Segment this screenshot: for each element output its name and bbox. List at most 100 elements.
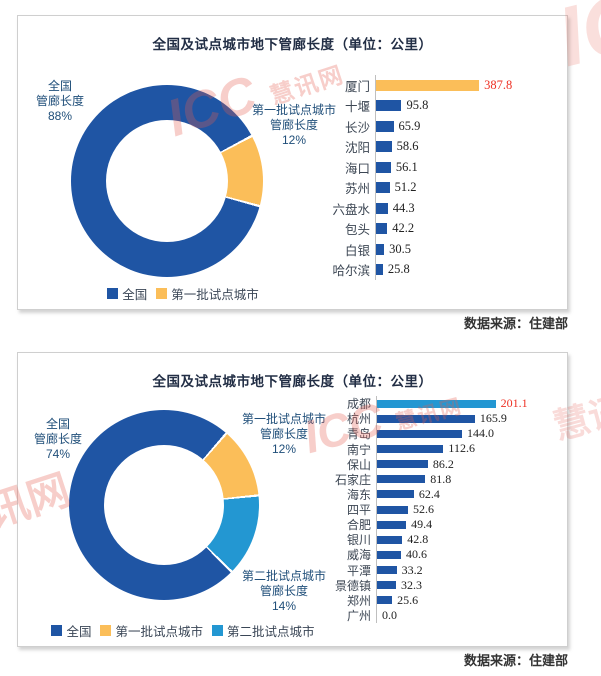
bar-row: 郑州 25.6 [326,592,568,608]
bar-value-label: 387.8 [484,77,513,92]
bar-track: 33.2 [376,562,568,578]
bar-track: 112.6 [376,441,568,457]
bar-row: 银川 42.8 [326,532,568,548]
bar-track: 144.0 [376,426,568,442]
bar-value-label: 33.2 [401,562,423,577]
bar-fill [377,581,397,590]
bar-fill [377,414,475,423]
bar-row: 海东 62.4 [326,486,568,502]
bar-value-label: 81.8 [430,471,452,486]
bar-track: 49.4 [376,517,568,533]
legend-swatch [51,625,63,636]
bar-value-label: 42.2 [392,221,415,236]
bar-value-label: 0.0 [382,608,397,623]
bar-category-label: 沈阳 [344,141,370,156]
legend-swatch [107,288,119,299]
bar-row: 成都 201.1 [326,396,568,412]
bar-row: 杭州 165.9 [326,411,568,427]
donut-ring [69,410,259,600]
bar-value-label: 32.3 [401,577,423,592]
legend-swatch [212,625,223,636]
legend-item: 第一批试点城市 [156,284,259,303]
chart-panel-national-batch1: 全国及试点城市地下管廊长度（单位：公里） 全国 管廊长度 88% 第一批试点城市… [17,15,568,310]
bar-track: 32.3 [376,577,568,593]
bar-category-label: 合肥 [346,518,371,533]
legend-label: 全国 [66,625,92,639]
bar-row: 南宁 112.6 [326,441,568,457]
bar-value-label: 65.9 [398,118,421,133]
donut-callout-batch2: 第二批试点城市 管廊长度 14% [241,569,326,613]
bar-fill [377,429,462,438]
bar-category-label: 四平 [346,503,371,518]
bar-value-label: 30.5 [389,241,411,256]
bar-track: 44.3 [375,198,568,219]
bar-category-label: 青岛 [346,427,371,442]
bar-row: 景德镇 32.3 [326,577,568,593]
bar-value-label: 58.6 [396,139,419,154]
bar-value-label: 56.1 [395,159,418,174]
bar-row: 长沙 65.9 [318,116,568,137]
bar-category-label: 郑州 [346,593,371,608]
bar-category-label: 石家庄 [334,472,371,487]
bar-track: 25.8 [375,259,568,280]
donut-ring [71,85,263,277]
bar-fill [376,243,385,255]
bar-fill [376,100,402,112]
bar-category-label: 苏州 [344,182,370,197]
legend-swatch [100,625,112,636]
bar-value-label: 52.6 [413,502,435,517]
bar-category-label: 广州 [346,609,371,624]
bar-value-label: 44.3 [392,200,415,215]
bar-category-label: 南宁 [346,442,371,457]
bar-value-label: 25.6 [397,592,419,607]
bar-track: 95.8 [375,95,568,116]
bar-category-label: 十堰 [344,100,370,115]
bar-track: 165.9 [376,411,568,427]
donut-chart: 全国 管廊长度 74% 第一批试点城市 管廊长度 12% 第二批试点城市 管廊长… [18,353,348,648]
bar-fill [376,202,388,214]
bar-category-label: 哈尔滨 [332,264,370,279]
bar-track: 201.1 [376,396,568,412]
bar-fill [377,596,393,605]
bar-fill [377,535,403,544]
bar-track: 65.9 [375,116,568,137]
bar-fill [377,490,414,499]
bar-value-label: 40.6 [405,547,427,562]
bar-value-label: 51.2 [394,180,417,195]
chart-panel-national-batch1-batch2: 全国及试点城市地下管廊长度（单位：公里） 全国 管廊长度 74% 第一批试点城市… [17,352,568,647]
data-source-note: 数据来源：住建部 [463,316,568,331]
bar-value-label: 25.8 [387,262,410,277]
bar-fill [377,444,444,453]
bar-category-label: 保山 [346,457,371,472]
bar-chart: 厦门 387.8 十堰 95.8 长沙 65.9 沈阳 58.6 海口 56.1 苏州 51.2 六盘水… [318,75,568,280]
bar-row: 青岛 144.0 [326,426,568,442]
bar-row: 威海 40.6 [326,547,568,563]
chart-legend: 全国 第一批试点城市 [18,284,348,303]
bar-row: 海口 56.1 [318,157,568,178]
bar-fill [377,550,401,559]
bar-track: 56.1 [375,157,568,178]
bar-category-label: 海口 [344,161,370,176]
bar-row: 六盘水 44.3 [318,198,568,219]
bar-row: 厦门 387.8 [318,75,568,96]
bar-track: 86.2 [376,456,568,472]
bar-row: 包头 42.2 [318,218,568,239]
bar-row: 苏州 51.2 [318,177,568,198]
bar-row: 哈尔滨 25.8 [318,259,568,280]
bar-category-label: 包头 [344,223,370,238]
donut-chart: 全国 管廊长度 88% 第一批试点城市 管廊长度 12% 全国 第一批试点城市 [18,16,348,311]
bar-category-label: 成都 [346,397,371,412]
bar-value-label: 95.8 [406,98,429,113]
bar-row: 保山 86.2 [326,456,568,472]
bar-row: 平潭 33.2 [326,562,568,578]
bar-value-label: 201.1 [500,396,528,411]
bar-fill [377,520,407,529]
bar-fill [376,120,394,132]
donut-callout-national: 全国 管廊长度 74% [33,417,82,461]
bar-track: 387.8 [375,75,568,96]
bar-category-label: 海东 [346,487,371,502]
bar-category-label: 威海 [346,548,371,563]
bar-track: 42.2 [375,218,568,239]
bar-category-label: 六盘水 [332,202,370,217]
